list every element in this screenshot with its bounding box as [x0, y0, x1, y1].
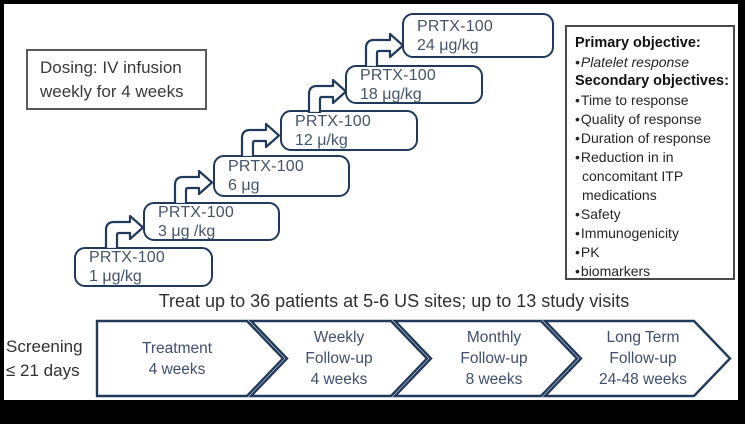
screening-line2: ≤ 21 days [6, 361, 80, 380]
dose-step-amount: 24 μg/kg [417, 36, 479, 54]
objective-item: Quality of response [575, 110, 729, 129]
dosing-note-box: Dosing: IV infusion weekly for 4 weeks [26, 49, 207, 110]
dose-step-box-6: PRTX-100 24 μg/kg [402, 13, 554, 58]
bent-up-arrow-icon [307, 79, 347, 113]
dose-step-amount: 1 μg/kg [89, 268, 142, 285]
timeline-phase-shape-monthly-followup [392, 319, 579, 398]
timeline-phase-label-longterm-followup: Long Term Follow-up 24-48 weeks [599, 329, 687, 388]
objective-item: Time to response [575, 91, 729, 110]
dose-step-box-5: PRTX-100 18 μg/kg [345, 65, 483, 104]
dose-step-amount: 12 μ/kg [295, 131, 348, 149]
bent-up-arrow-icon [364, 33, 404, 67]
dose-step-box-2: PRTX-100 3 μg /kg [143, 202, 280, 241]
timeline-phase-label-treatment: Treatment 4 weeks [141, 339, 213, 378]
dose-step-drug: PRTX-100 [158, 203, 235, 221]
dose-step-drug: PRTX-100 [228, 158, 305, 175]
dose-step-drug: PRTX-100 [360, 66, 437, 84]
objective-item: Duration of response [575, 129, 729, 148]
dose-step-amount: 3 μg /kg [158, 222, 216, 240]
objective-item: Reduction in in concomitant ITP medicati… [575, 148, 729, 205]
objectives-panel: Primary objective: Platelet response Sec… [565, 25, 735, 280]
timeline-phase-label-weekly-followup: Weekly Follow-up 4 weeks [305, 329, 373, 388]
secondary-objectives-heading: Secondary objectives: [575, 73, 729, 89]
timeline-phase-shape-longterm-followup [542, 319, 732, 398]
dose-step-box-1: PRTX-100 1 μg/kg [74, 247, 213, 287]
dose-step-box-4: PRTX-100 12 μ/kg [280, 110, 418, 151]
dose-step-box-3: PRTX-100 6 μg [213, 155, 350, 197]
enrollment-banner: Treat up to 36 patients at 5-6 US sites;… [158, 291, 630, 311]
objective-item: PK [575, 243, 729, 262]
screening-label: Screening ≤ 21 days [6, 335, 98, 383]
dose-step-drug: PRTX-100 [89, 249, 166, 266]
slide-canvas: Dosing: IV infusion weekly for 4 weeks P… [4, 4, 738, 400]
objective-item: biomarkers [575, 262, 729, 281]
objective-item: Immunogenicity [575, 224, 729, 243]
dose-step-drug: PRTX-100 [417, 17, 494, 35]
screening-line1: Screening [6, 337, 83, 356]
dose-step-amount: 18 μg/kg [360, 85, 422, 103]
bent-up-arrow-icon [173, 170, 213, 204]
primary-objective-heading: Primary objective: [575, 35, 701, 51]
dosing-note-line2: weekly for 4 weeks [40, 81, 184, 101]
timeline-phase-shape-weekly-followup [248, 319, 429, 398]
objective-item: Platelet response [575, 53, 729, 72]
dosing-note-line1: Dosing: IV infusion [40, 57, 182, 77]
dose-step-amount: 6 μg [228, 177, 260, 194]
timeline-phase-shape-treatment [95, 319, 285, 398]
bent-up-arrow-icon [104, 215, 144, 249]
bent-up-arrow-icon [240, 123, 280, 157]
timeline-chevron-band [95, 319, 732, 398]
timeline-phase-label-monthly-followup: Monthly Follow-up 8 weeks [460, 329, 528, 388]
objective-item: Safety [575, 205, 729, 224]
dose-step-drug: PRTX-100 [295, 112, 372, 130]
